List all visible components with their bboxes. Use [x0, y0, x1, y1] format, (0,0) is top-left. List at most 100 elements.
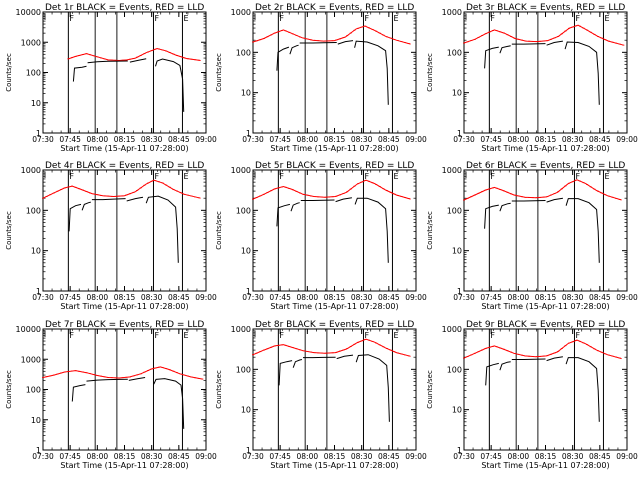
- x-tick-label: 08:30: [351, 293, 373, 302]
- series-line: [564, 41, 600, 105]
- y-tick-label: 100: [236, 365, 251, 374]
- x-tick-label: 08:00: [297, 452, 319, 461]
- series-line: [511, 200, 546, 202]
- y-tick-label: 1: [36, 129, 41, 138]
- y-tick-label: 100: [26, 386, 41, 395]
- series-line: [546, 197, 563, 203]
- y-tick-label: 1000: [21, 166, 41, 175]
- x-tick-label: 08:30: [141, 452, 163, 461]
- x-tick-label: 09:00: [616, 452, 638, 461]
- time-marker-label: E: [393, 172, 398, 181]
- x-tick-label: 09:00: [616, 293, 638, 302]
- panel-2: Det 2r BLACK = Events, RED = LLD 1 10 100 10…: [215, 3, 427, 153]
- x-tick-label: 08:00: [508, 452, 530, 461]
- y-tick-label: 1: [246, 129, 251, 138]
- panel-9: Det 9r BLACK = Events, RED = LLD 1 10 100 10…: [426, 320, 638, 470]
- y-tick-label: 10000: [16, 8, 41, 17]
- series-line: [355, 354, 390, 422]
- series-line: [87, 60, 128, 64]
- y-tick-label: 1: [36, 446, 41, 455]
- panel-1: Det 1r BLACK = Events, RED = LLD 1 10 100 10…: [5, 3, 217, 153]
- time-marker-label: E: [604, 331, 609, 340]
- x-tick-label: 09:00: [405, 135, 427, 144]
- panel-title: Det 8r BLACK = Events, RED = LLD: [255, 320, 414, 330]
- y-tick-label: 1: [246, 446, 251, 455]
- time-marker-label: F: [575, 331, 580, 340]
- panel-5: Det 5r BLACK = Events, RED = LLD 1 10 100 10…: [215, 161, 427, 311]
- x-tick-label: 07:30: [453, 135, 475, 144]
- x-tick-label: 08:15: [114, 135, 136, 144]
- time-marker-label: F: [279, 172, 284, 181]
- series-line: [499, 45, 511, 54]
- y-axis-label: Counts/sec: [5, 53, 13, 92]
- x-tick-label: 08:15: [114, 452, 136, 461]
- time-marker-label: F: [154, 331, 159, 340]
- series-line: [290, 202, 300, 212]
- x-tick-label: 08:30: [351, 135, 373, 144]
- series-line: [292, 359, 303, 368]
- y-tick-label: 1: [457, 287, 462, 296]
- time-marker-label: F: [364, 172, 369, 181]
- series-line: [128, 377, 146, 381]
- y-tick-label: 1000: [442, 325, 462, 334]
- y-axis-label: Counts/sec: [426, 211, 434, 250]
- x-tick-label: 08:15: [535, 293, 557, 302]
- panel-title: Det 4r BLACK = Events, RED = LLD: [45, 161, 204, 171]
- y-tick-label: 1000: [231, 8, 251, 17]
- x-axis-label: Start Time (15-Apr-11 07:28:00): [270, 144, 398, 153]
- y-tick-label: 100: [447, 365, 462, 374]
- y-axis-label: Counts/sec: [5, 211, 13, 250]
- y-axis-label: Counts/sec: [215, 53, 223, 92]
- plot-frame: [252, 11, 417, 134]
- y-tick-label: 1000: [442, 166, 462, 175]
- x-tick-label: 08:15: [535, 452, 557, 461]
- series-line: [546, 40, 563, 46]
- series-line: [484, 204, 499, 229]
- series-line: [81, 201, 91, 211]
- plot-frame: [463, 169, 628, 292]
- x-tick-label: 08:45: [168, 293, 190, 302]
- x-tick-label: 08:30: [351, 452, 373, 461]
- series-line: [299, 42, 337, 44]
- x-tick-label: 08:15: [114, 293, 136, 302]
- x-tick-label: 08:00: [508, 293, 530, 302]
- y-tick-label: 10: [241, 89, 251, 98]
- y-tick-label: 10: [452, 406, 462, 415]
- x-tick-label: 09:00: [616, 135, 638, 144]
- y-tick-label: 10: [31, 99, 41, 108]
- panel-8: Det 8r BLACK = Events, RED = LLD 1 10 100 10…: [215, 320, 427, 470]
- series-line: [71, 384, 86, 402]
- y-axis-label: Counts/sec: [426, 370, 434, 409]
- series-line: [565, 357, 600, 422]
- series-line: [91, 198, 126, 201]
- series-line: [68, 203, 82, 232]
- x-tick-label: 08:45: [589, 452, 611, 461]
- panel-title: Det 3r BLACK = Events, RED = LLD: [466, 3, 625, 13]
- x-tick-label: 07:45: [480, 293, 502, 302]
- time-marker-label: F: [69, 14, 74, 23]
- panel-title: Det 7r BLACK = Events, RED = LLD: [45, 320, 204, 330]
- x-axis-label: Start Time (15-Apr-11 07:28:00): [481, 302, 609, 311]
- x-tick-label: 08:15: [324, 135, 346, 144]
- series-line: [511, 358, 546, 360]
- y-tick-label: 1000: [442, 8, 462, 17]
- y-tick-label: 10: [452, 89, 462, 98]
- series-line: [126, 196, 144, 202]
- x-tick-label: 08:45: [589, 135, 611, 144]
- series-line: [354, 40, 389, 105]
- x-tick-label: 08:30: [141, 135, 163, 144]
- time-marker-label: F: [575, 172, 580, 181]
- time-marker-label: F: [490, 172, 495, 181]
- time-marker-label: E: [393, 14, 398, 23]
- y-tick-label: 1000: [21, 38, 41, 47]
- plot-frame: [42, 169, 207, 292]
- series-line: [72, 65, 87, 82]
- series-line: [155, 58, 185, 112]
- x-tick-label: 09:00: [405, 293, 427, 302]
- x-tick-label: 08:45: [168, 135, 190, 144]
- x-tick-label: 07:30: [32, 452, 54, 461]
- x-tick-label: 07:30: [32, 293, 54, 302]
- panel-3: Det 3r BLACK = Events, RED = LLD 1 10 100 10…: [426, 3, 638, 153]
- x-axis-label: Start Time (15-Apr-11 07:28:00): [60, 461, 188, 470]
